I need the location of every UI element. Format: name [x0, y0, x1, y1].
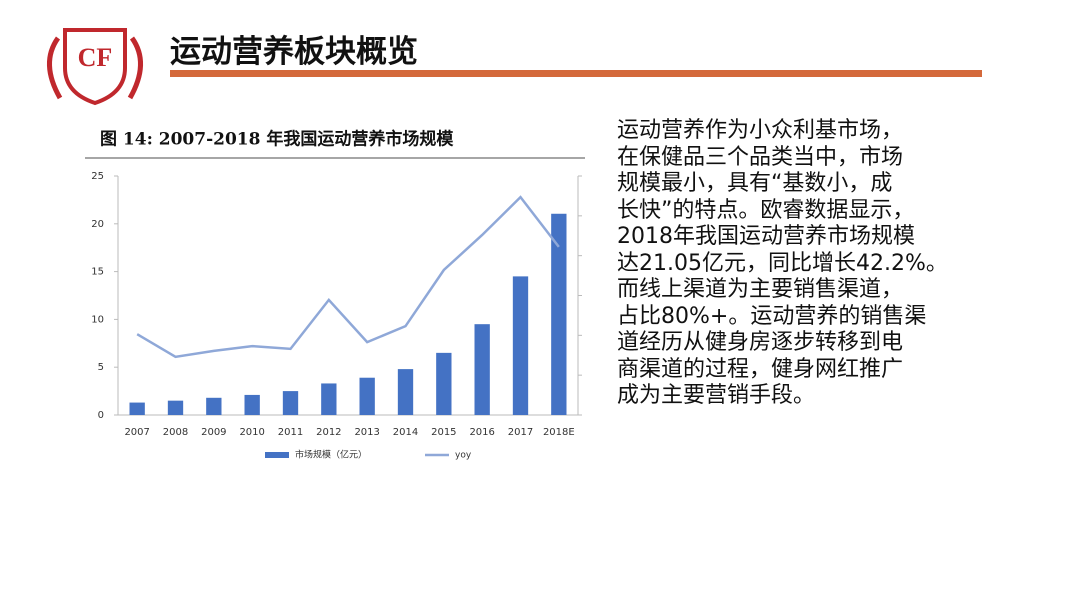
- y-tick-label: 0: [98, 410, 104, 421]
- legend-label: yoy: [455, 451, 472, 461]
- legend-swatch: [265, 452, 289, 458]
- logo: CF: [47, 28, 143, 106]
- shield: [63, 28, 127, 106]
- laurel: [47, 36, 63, 100]
- body-line: 在保健品三个品类当中，市场: [617, 144, 904, 170]
- body-line: 运动营养作为小众利基市场，: [617, 118, 904, 143]
- body-line: 成为主要营销手段。: [617, 383, 816, 408]
- bar: [321, 383, 337, 415]
- chart-title: 图 14: 2007-2018 年我国运动营养市场规模: [100, 129, 454, 150]
- bar: [129, 402, 145, 415]
- y-tick-label: 5: [98, 362, 104, 373]
- bar: [474, 324, 490, 415]
- bar: [512, 276, 529, 415]
- chart: 图 14: 2007-2018 年我国运动营养市场规模 0 5 10 15 20 25 20…: [85, 129, 585, 461]
- x-tick-label: 2011: [278, 427, 303, 438]
- x-tick-label: 2010: [239, 427, 264, 438]
- bar: [244, 394, 260, 415]
- y-tick-label: 25: [91, 171, 104, 182]
- body-line: 占比80%+。运动营养的销售渠: [617, 303, 927, 329]
- body-line: 商渠道的过程，健身网红推广: [617, 356, 904, 382]
- x-tick-label: 2013: [354, 427, 379, 438]
- y-tick-label: 15: [91, 267, 104, 278]
- body-line: 道经历从健身房逐步转移到电: [617, 330, 904, 355]
- x-tick-label: 2012: [316, 427, 341, 438]
- bar: [282, 391, 299, 415]
- bar: [551, 213, 567, 415]
- x-tick-label: 2017: [508, 427, 533, 438]
- body-text: 运动营养作为小众利基市场， 在保健品三个品类当中，市场 规模最小，具有“基数小，成长…: [617, 118, 1017, 410]
- x-tick-label: 2007: [124, 427, 149, 438]
- x-tick-label: 2018E: [543, 427, 575, 438]
- line: [136, 195, 560, 359]
- y-tick-label: 10: [91, 314, 104, 325]
- bar: [397, 369, 414, 415]
- body-line: 规模最小，具有“基数小，成: [617, 171, 893, 196]
- x-tick-label: 2008: [163, 427, 188, 438]
- x-tick-label: 2009: [201, 427, 226, 438]
- bar: [206, 397, 222, 415]
- y-tick-label: 20: [91, 219, 104, 230]
- slide-title: 运动营养板块概览: [170, 34, 418, 70]
- legend-label: 市场规模（亿元）: [295, 449, 367, 461]
- body-line: 而线上渠道为主要销售渠道，: [617, 277, 904, 302]
- laurel: [127, 36, 143, 100]
- x-tick-label: 2016: [469, 427, 494, 438]
- body-line: 长快”的特点。欧睿数据显示，: [617, 197, 915, 223]
- logo-text: CF: [78, 43, 113, 72]
- x-tick-label: 2015: [431, 427, 456, 438]
- body-line: 达21.05亿元，同比增长42.2%。: [617, 250, 948, 276]
- bar: [167, 400, 184, 415]
- title-rule: [170, 70, 982, 77]
- body-line: 2018年我国运动营养市场规模: [617, 224, 915, 249]
- x-tick-label: 2014: [393, 427, 418, 438]
- bar: [359, 377, 375, 415]
- bar: [436, 352, 452, 415]
